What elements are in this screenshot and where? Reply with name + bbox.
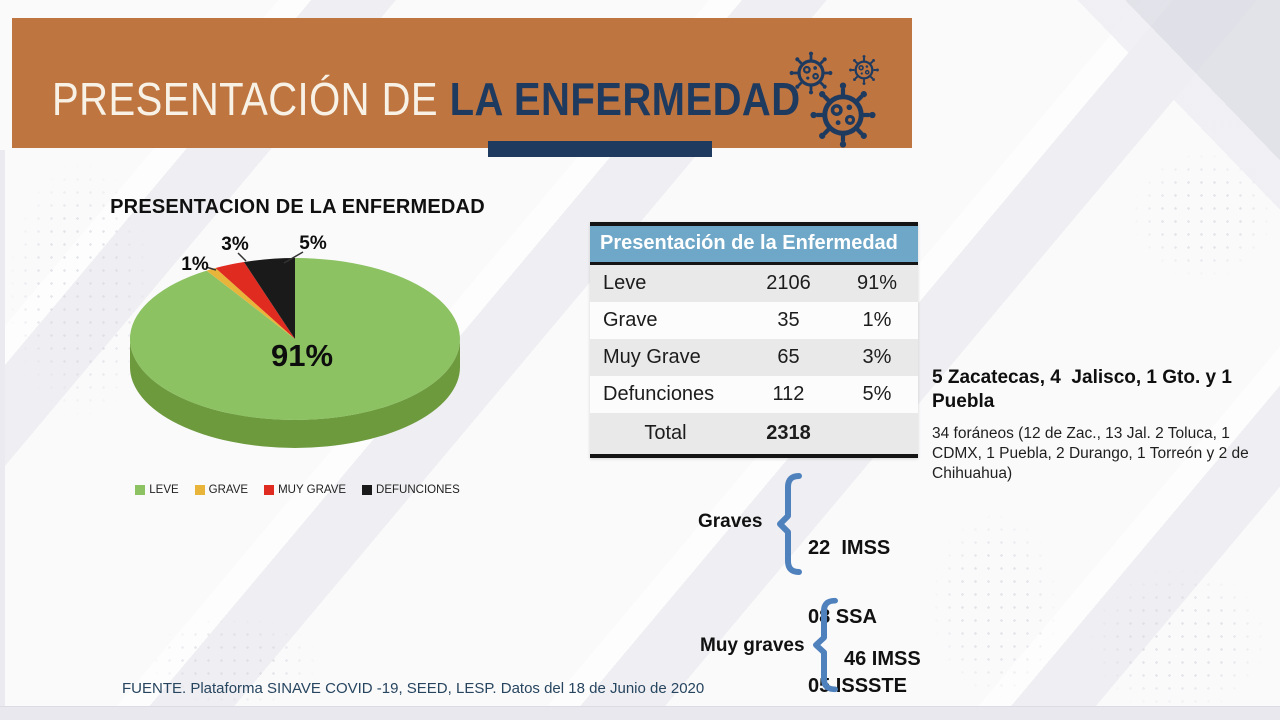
notes-block: 5 Zacatecas, 4 Jalisco, 1 Gto. y 1 Puebl… (932, 366, 1270, 484)
table-row: Grave 35 1% (590, 302, 918, 339)
table-row: Leve 2106 91% (590, 265, 918, 302)
muy-graves-items: 46 IMSS 18 SSA 01 ISSSTE (844, 602, 943, 720)
table-cell-pct: 91% (856, 272, 898, 294)
table-row: Defunciones 112 5% (590, 376, 918, 413)
background-dots-texture (1085, 565, 1270, 715)
background-dots-texture (1130, 150, 1275, 280)
muy-graves-brace (813, 597, 838, 693)
pie-label-defunciones: 5% (299, 233, 327, 254)
slide-title-light: PRESENTACIÓN DE (52, 73, 450, 125)
pie-slice-muy-grave (215, 262, 295, 339)
pie-slice-leve (129, 258, 460, 420)
background-dots-texture (150, 615, 320, 710)
graves-brace (777, 473, 802, 575)
legend-swatch-grave (194, 485, 205, 495)
legend-item-defunciones: DEFUNCIONES (362, 484, 460, 496)
pie-slice-defunciones (244, 258, 295, 339)
pie-label-muy-grave: 3% (221, 234, 249, 255)
graves-label: Graves (698, 511, 763, 532)
legend-item-muy-grave: MUY GRAVE (264, 484, 346, 496)
legend-item-grave: GRAVE (194, 484, 249, 496)
note-foraneos: 34 foráneos (12 de Zac., 13 Jal. 2 Toluc… (932, 424, 1254, 482)
virus-icon (808, 80, 878, 150)
pie-label-grave: 1% (181, 254, 209, 275)
background-dots-texture (930, 510, 1060, 700)
background-dots-texture (6, 160, 156, 420)
table-cell-value: 35 (777, 309, 800, 331)
legend-label-defunciones: DEFUNCIONES (376, 484, 460, 496)
table-cell-pct: 3% (862, 346, 892, 368)
pie-chart-title: PRESENTACION DE LA ENFERMEDAD (110, 196, 485, 218)
legend-label-grave: GRAVE (208, 484, 249, 496)
table-cell-label: Leve (603, 272, 647, 294)
header-accent-bar (488, 141, 712, 157)
table-cell-pct: 1% (862, 309, 892, 331)
legend-swatch-leve (135, 485, 146, 495)
table-cell-value: 65 (777, 346, 800, 368)
header-banner: PRESENTACIÓN DE LA ENFERMEDAD (12, 18, 912, 148)
pie-depth-rim (130, 339, 460, 448)
table-total-row: Total 2318 (590, 413, 918, 454)
graves-items: 22 IMSS 08 SSA 05 ISSSTE (808, 491, 907, 720)
source-footer: FUENTE. Plataforma SINAVE COVID -19, SEE… (122, 680, 705, 697)
pie-label-leve: 91% (271, 338, 333, 373)
table-cell-value: 112 (772, 383, 805, 405)
legend-swatch-muy-grave (264, 485, 275, 495)
table-cell-label: Muy Grave (603, 346, 701, 368)
pie-leader-lines (205, 251, 304, 271)
table-cell-value: 2106 (766, 272, 811, 294)
table-total-value: 2318 (766, 422, 811, 444)
bottom-edge-strip (0, 706, 1280, 720)
disease-table: Presentación de la Enfermedad Leve 2106 … (590, 222, 918, 458)
pie-legend: LEVE GRAVE MUY GRAVE DEFUNCIONES (105, 484, 490, 496)
legend-item-leve: LEVE (135, 484, 179, 496)
pie-slice-grave (206, 268, 295, 339)
muy-graves-item: 46 IMSS (844, 648, 921, 670)
table-cell-label: Grave (603, 309, 658, 331)
note-states: 5 Zacatecas, 4 Jalisco, 1 Gto. y 1 Puebl… (932, 367, 1238, 413)
left-edge-strip (0, 150, 5, 720)
slide-title-bold: LA ENFERMEDAD (449, 73, 801, 125)
table-row: Muy Grave 65 3% (590, 339, 918, 376)
table-cell-label: Defunciones (603, 383, 715, 405)
muy-graves-label: Muy graves (700, 635, 805, 656)
legend-label-muy-grave: MUY GRAVE (278, 484, 347, 496)
table-title: Presentación de la Enfermedad (590, 222, 918, 265)
slide-title: PRESENTACIÓN DE LA ENFERMEDAD (52, 76, 801, 122)
table-total-label: Total (644, 422, 687, 444)
graves-item: 22 IMSS (808, 537, 891, 559)
pie-chart: 91% 1% 3% 5% (129, 233, 460, 448)
legend-swatch-defunciones (362, 485, 373, 495)
legend-label-leve: LEVE (149, 484, 179, 496)
table-cell-pct: 5% (862, 383, 892, 405)
